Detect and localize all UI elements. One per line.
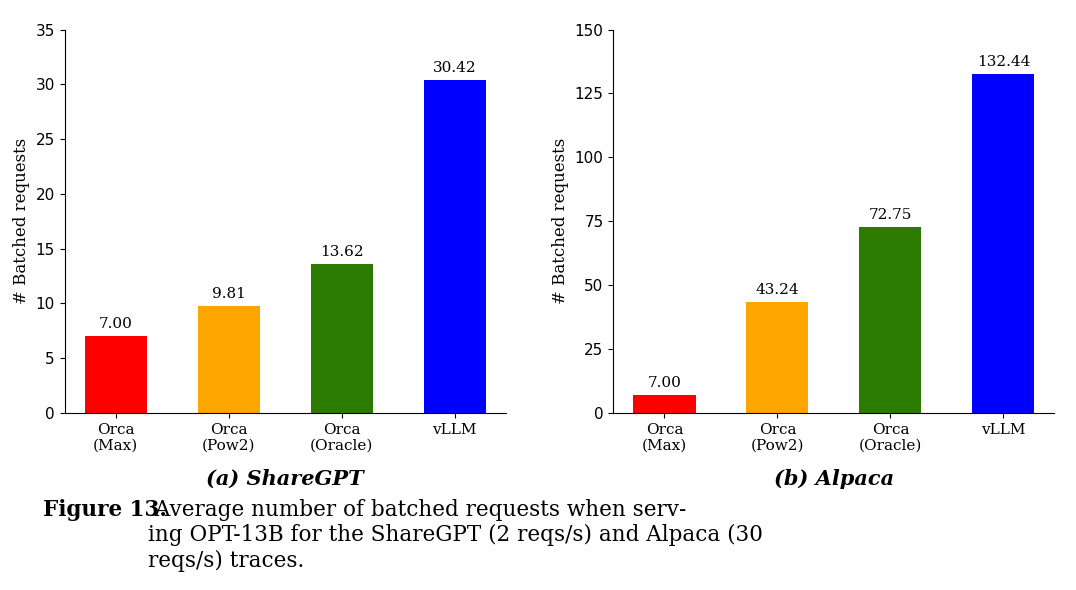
Text: 30.42: 30.42: [433, 61, 477, 75]
Text: Average number of batched requests when serv-
ing OPT-13B for the ShareGPT (2 re: Average number of batched requests when …: [148, 499, 763, 572]
Text: (b) Alpaca: (b) Alpaca: [774, 469, 894, 489]
Bar: [311, 264, 372, 413]
Text: (a) ShareGPT: (a) ShareGPT: [207, 469, 364, 489]
Text: 9.81: 9.81: [212, 287, 245, 300]
Bar: [198, 306, 259, 413]
Y-axis label: # Batched requests: # Batched requests: [13, 138, 30, 304]
Text: 13.62: 13.62: [320, 245, 364, 259]
Bar: [85, 336, 146, 413]
Text: 132.44: 132.44: [977, 55, 1030, 70]
Text: 7.00: 7.00: [648, 376, 681, 390]
Text: 72.75: 72.75: [868, 208, 912, 222]
Text: 7.00: 7.00: [99, 317, 132, 332]
Y-axis label: # Batched requests: # Batched requests: [552, 138, 569, 304]
Bar: [747, 303, 808, 413]
Bar: [973, 74, 1034, 413]
Bar: [634, 395, 695, 413]
Bar: [424, 80, 485, 413]
Text: 43.24: 43.24: [755, 283, 799, 297]
Bar: [860, 227, 921, 413]
Text: Figure 13.: Figure 13.: [43, 499, 167, 520]
